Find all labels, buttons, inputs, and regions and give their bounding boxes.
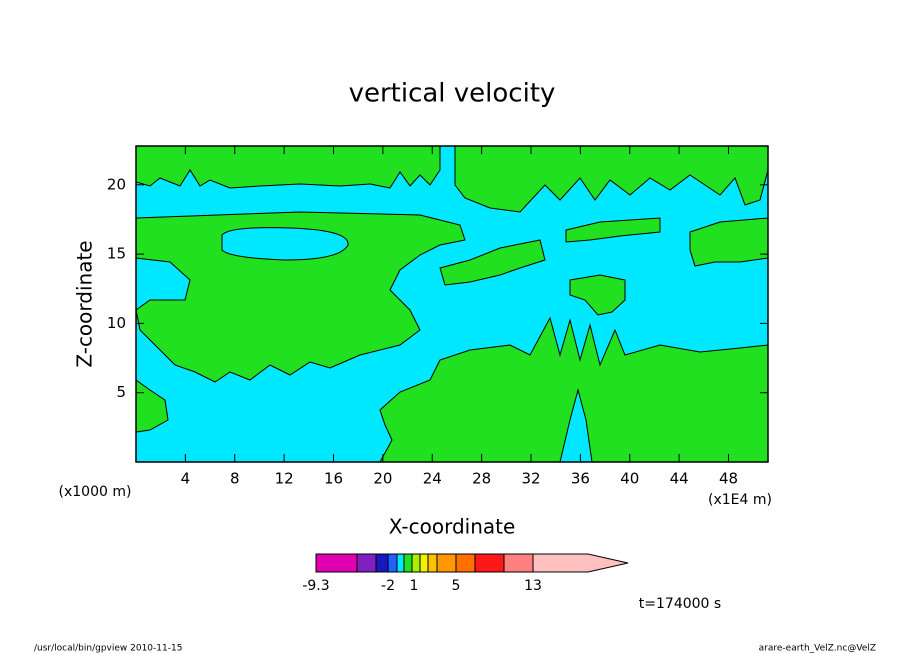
colorbar-segment: [532, 553, 629, 573]
colorbar-segment: [356, 553, 377, 573]
colorbar-label: 5: [452, 578, 461, 594]
x-axis-title: X-coordinate: [389, 515, 516, 539]
colorbar-segment: [503, 553, 534, 573]
x-tick-label: 8: [230, 470, 240, 488]
y-tick-label: 15: [107, 245, 126, 263]
colorbar-label: -9.3: [302, 578, 329, 594]
x-tick-label: 20: [373, 470, 392, 488]
colorbar-segment: [315, 553, 358, 573]
contour-region: [135, 211, 466, 383]
contour-region: [221, 227, 349, 261]
colorbar-segment: [474, 553, 505, 573]
colorbar-label: 1: [410, 578, 419, 594]
contour-region: [439, 239, 546, 286]
x-tick-label: 48: [719, 470, 738, 488]
x-unit-label: (x1000 m): [59, 484, 132, 500]
x-tick-label: 36: [571, 470, 590, 488]
colorbar-segment: [455, 553, 476, 573]
y-tick-label: 10: [107, 314, 126, 332]
x-tick-label: 12: [275, 470, 294, 488]
colorbar-segment: [436, 553, 457, 573]
x-tick-label: 24: [423, 470, 442, 488]
colorbar-label: -2: [381, 578, 395, 594]
footer-left: /usr/local/bin/gpview 2010-11-15: [34, 644, 182, 654]
contour-region: [565, 217, 661, 243]
y-tick-label: 5: [116, 383, 126, 401]
plot-frame: [135, 145, 769, 463]
x-tick-label: 28: [472, 470, 491, 488]
colorbar-segment: [387, 553, 398, 573]
colorbar-segment: [411, 553, 421, 573]
colorbar-segment: [419, 553, 429, 573]
colorbar-segment: [396, 553, 405, 573]
time-label: t=174000 s: [639, 596, 721, 612]
contour-region: [135, 145, 441, 189]
colorbar-segment: [427, 553, 438, 573]
colorbar-label: 13: [524, 578, 542, 594]
x-tick-label: 44: [670, 470, 689, 488]
x-tick-label: 40: [620, 470, 639, 488]
footer-right: arare-earth_VelZ.nc@VelZ: [759, 644, 876, 654]
x-tick-label: 32: [521, 470, 540, 488]
contour-field: [135, 145, 769, 463]
y-axis-title: Z-coordinate: [73, 240, 97, 367]
x-unit-label: (x1E4 m): [708, 492, 772, 508]
x-tick-label: 4: [181, 470, 191, 488]
y-tick-label: 20: [107, 175, 126, 193]
contour-region: [454, 145, 769, 213]
contour-region: [689, 217, 769, 267]
x-tick-label: 16: [324, 470, 343, 488]
colorbar-segment: [375, 553, 389, 573]
colorbar-segment: [403, 553, 413, 573]
contour-region: [569, 274, 626, 316]
chart-title: vertical velocity: [349, 79, 556, 109]
